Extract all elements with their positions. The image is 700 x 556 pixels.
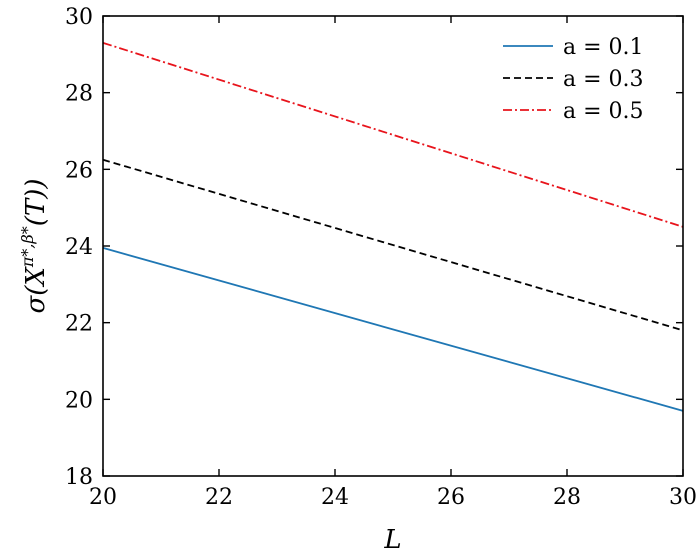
y-tick-label: 18 bbox=[65, 465, 93, 490]
y-tick-label: 28 bbox=[65, 82, 93, 107]
x-tick-label: 20 bbox=[89, 485, 117, 510]
x-tick-label: 24 bbox=[321, 485, 349, 510]
y-tick-label: 26 bbox=[65, 158, 93, 183]
y-axis-label: σ(Xπ*,β*(T)) bbox=[18, 178, 51, 313]
series-line-2 bbox=[102, 158, 684, 332]
y-tick-label: 30 bbox=[65, 5, 93, 30]
legend-label-2: a = 0.3 bbox=[563, 67, 644, 92]
x-tick-label: 22 bbox=[205, 485, 233, 510]
x-axis-label: L bbox=[383, 525, 401, 555]
series-layer bbox=[102, 41, 684, 412]
legend: a = 0.1 a = 0.3 a = 0.5 bbox=[503, 35, 644, 124]
legend-label-1: a = 0.1 bbox=[563, 35, 644, 60]
x-tick-label: 28 bbox=[553, 485, 581, 510]
y-tick-label: 20 bbox=[65, 388, 93, 413]
x-tick-label: 30 bbox=[669, 485, 697, 510]
legend-label-3: a = 0.5 bbox=[563, 99, 644, 124]
y-tick-label: 22 bbox=[65, 312, 93, 337]
x-tick-label: 26 bbox=[437, 485, 465, 510]
y-tick-label: 24 bbox=[65, 235, 93, 260]
series-line-1 bbox=[102, 247, 684, 412]
